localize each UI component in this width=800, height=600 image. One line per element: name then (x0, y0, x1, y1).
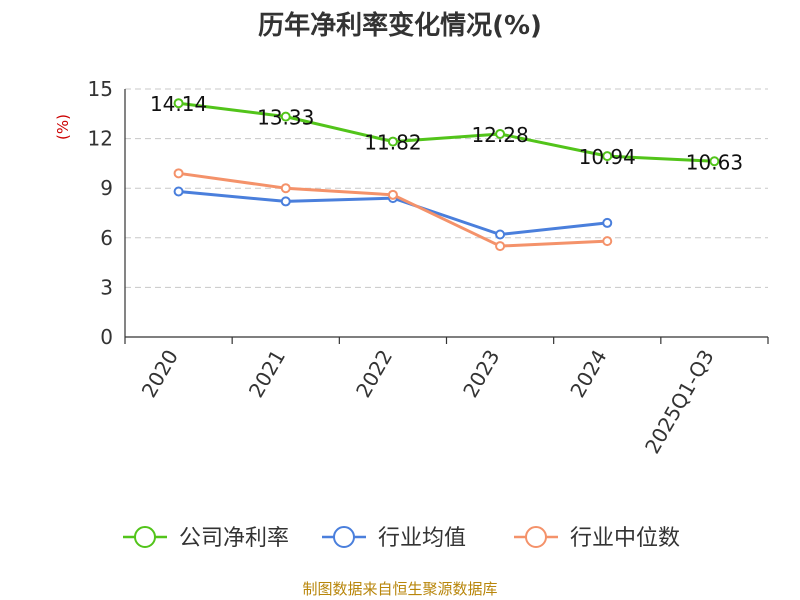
data-point (602, 236, 613, 247)
y-tick-label: 12 (88, 127, 113, 151)
y-tick-label: 9 (100, 176, 113, 200)
data-label: 14.14 (150, 92, 207, 116)
data-point (602, 217, 613, 228)
data-labels: 14.14 13.33 11.82 12.28 10.94 10.63 (150, 92, 743, 174)
series-line (178, 171, 608, 248)
y-axis-label: (%) (54, 114, 72, 140)
data-label: 11.82 (364, 131, 421, 155)
source-note: 制图数据来自恒生聚源数据库 (302, 580, 497, 598)
axes: 0 3 6 9 12 15 2020 2021 2022 2023 2024 2025Q1-Q3 (88, 77, 769, 458)
data-label: 10.94 (579, 145, 636, 169)
x-tick-label: 2024 (565, 346, 611, 402)
x-tick-label: 2022 (351, 346, 397, 402)
series-line (178, 101, 715, 163)
data-point (495, 128, 506, 139)
x-tick-label: 2021 (244, 346, 290, 402)
data-point (280, 111, 291, 122)
legend-label: 公司净利率 (179, 526, 289, 551)
data-point (280, 196, 291, 207)
chart-title: 历年净利率变化情况(%) (258, 10, 542, 41)
data-point (709, 156, 720, 167)
y-tick-label: 15 (88, 77, 113, 101)
y-tick-label: 6 (100, 226, 113, 250)
data-point (280, 183, 291, 194)
legend-label: 行业均值 (378, 526, 466, 551)
data-point (602, 151, 613, 162)
data-point (173, 98, 184, 109)
data-point (387, 189, 398, 200)
x-tick-label: 2023 (458, 346, 504, 402)
data-point (173, 168, 184, 179)
legend-label: 行业中位数 (570, 526, 680, 551)
y-tick-label: 3 (100, 275, 113, 299)
x-tick-label: 2020 (137, 346, 183, 402)
data-point (495, 229, 506, 240)
data-label: 13.33 (257, 106, 314, 130)
legend-marker (333, 526, 355, 548)
data-point (495, 241, 506, 252)
grid-lines (125, 88, 768, 288)
data-point (387, 136, 398, 147)
data-point (173, 186, 184, 197)
series-layer (173, 98, 720, 252)
legend-marker (134, 526, 156, 548)
legend: 公司净利率 行业均值 行业中位数 (123, 526, 680, 551)
legend-marker (525, 526, 547, 548)
data-label: 12.28 (471, 123, 528, 147)
x-tick-label: 2025Q1-Q3 (640, 346, 719, 458)
data-label: 10.63 (686, 150, 743, 174)
y-tick-label: 0 (100, 325, 113, 349)
